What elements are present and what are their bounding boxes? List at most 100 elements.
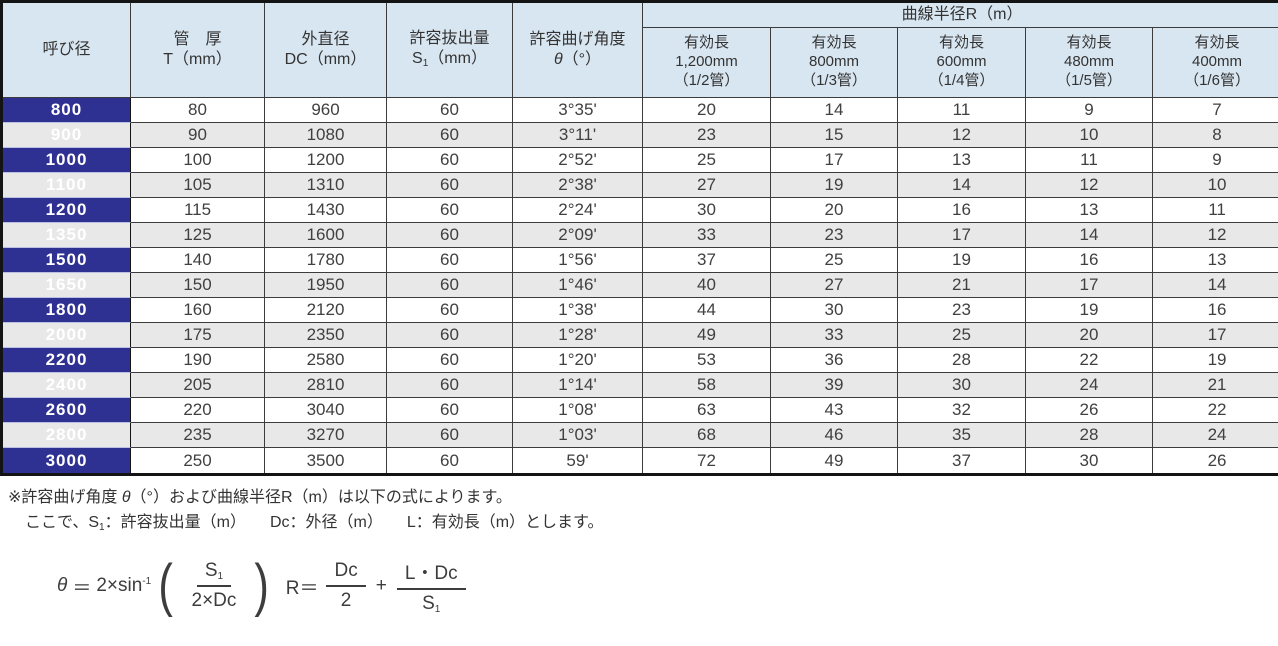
note-symbol-definitions: ここで、S1：許容抜出量（m） Dc：外径（m） L：有効長（m）とします。 — [25, 513, 604, 533]
value-cell: 1°20' — [513, 348, 643, 373]
value-cell: 40 — [643, 273, 771, 298]
table-row: 2000 175 2350 60 1°28' 49 33 25 20 17 — [3, 323, 1278, 348]
nominal-diameter-cell: 1650 — [3, 273, 131, 298]
value-cell: 3040 — [265, 398, 387, 423]
value-cell: 60 — [387, 98, 513, 123]
value-cell: 250 — [131, 448, 265, 473]
value-cell: 60 — [387, 123, 513, 148]
value-cell: 22 — [1153, 398, 1278, 423]
value-cell: 20 — [1026, 323, 1153, 348]
value-cell: 1780 — [265, 248, 387, 273]
value-cell: 190 — [131, 348, 265, 373]
table-header: 呼び径 管 厚 T（mm） 外直径 DC（mm） 許容抜出量 S1（mm） 許容… — [3, 3, 1278, 98]
nominal-diameter-cell: 2800 — [3, 423, 131, 448]
value-cell: 23 — [898, 298, 1026, 323]
value-cell: 60 — [387, 148, 513, 173]
value-cell: 60 — [387, 273, 513, 298]
value-cell: 49 — [643, 323, 771, 348]
nominal-diameter-cell: 2000 — [3, 323, 131, 348]
value-cell: 19 — [771, 173, 898, 198]
value-cell: 160 — [131, 298, 265, 323]
open-paren: ( — [158, 553, 174, 619]
nominal-diameter-cell: 1000 — [3, 148, 131, 173]
value-cell: 37 — [643, 248, 771, 273]
value-cell: 2120 — [265, 298, 387, 323]
value-cell: 2°24' — [513, 198, 643, 223]
table-row: 1800 160 2120 60 1°38' 44 30 23 19 16 — [3, 298, 1278, 323]
value-cell: 15 — [771, 123, 898, 148]
value-cell: 26 — [1153, 448, 1278, 473]
value-cell: 19 — [898, 248, 1026, 273]
value-cell: 3°35' — [513, 98, 643, 123]
table-row: 1500 140 1780 60 1°56' 37 25 19 16 13 — [3, 248, 1278, 273]
value-cell: 17 — [1026, 273, 1153, 298]
value-cell: 44 — [643, 298, 771, 323]
value-cell: 17 — [771, 148, 898, 173]
value-cell: 19 — [1153, 348, 1278, 373]
table-row: 2600 220 3040 60 1°08' 63 43 32 26 22 — [3, 398, 1278, 423]
value-cell: 16 — [898, 198, 1026, 223]
header-curve-radius-group: 曲線半径R（m） — [643, 3, 1278, 28]
value-cell: 60 — [387, 198, 513, 223]
value-cell: 9 — [1026, 98, 1153, 123]
value-cell: 3°11' — [513, 123, 643, 148]
value-cell: 23 — [771, 223, 898, 248]
value-cell: 36 — [771, 348, 898, 373]
value-cell: 43 — [771, 398, 898, 423]
value-cell: 30 — [643, 198, 771, 223]
nominal-diameter-cell: 2600 — [3, 398, 131, 423]
theta-fraction: S1 2×Dc — [191, 560, 237, 612]
value-cell: 7 — [1153, 98, 1278, 123]
value-cell: 1°38' — [513, 298, 643, 323]
value-cell: 1080 — [265, 123, 387, 148]
value-cell: 115 — [131, 198, 265, 223]
value-cell: 37 — [898, 448, 1026, 473]
value-cell: 1°08' — [513, 398, 643, 423]
table-row: 1100 105 1310 60 2°38' 27 19 14 12 10 — [3, 173, 1278, 198]
value-cell: 72 — [643, 448, 771, 473]
value-cell: 1°03' — [513, 423, 643, 448]
value-cell: 220 — [131, 398, 265, 423]
radius-formula: R＝ Dc 2 + L・Dc S1 — [286, 558, 469, 615]
value-cell: 3270 — [265, 423, 387, 448]
value-cell: 60 — [387, 223, 513, 248]
value-cell: 60 — [387, 248, 513, 273]
value-cell: 105 — [131, 173, 265, 198]
value-cell: 1310 — [265, 173, 387, 198]
value-cell: 58 — [643, 373, 771, 398]
value-cell: 13 — [1153, 248, 1278, 273]
nominal-diameter-cell: 3000 — [3, 448, 131, 473]
value-cell: 60 — [387, 373, 513, 398]
value-cell: 59' — [513, 448, 643, 473]
value-cell: 3500 — [265, 448, 387, 473]
value-cell: 60 — [387, 448, 513, 473]
value-cell: 1200 — [265, 148, 387, 173]
value-cell: 17 — [898, 223, 1026, 248]
nominal-diameter-cell: 1500 — [3, 248, 131, 273]
header-effective-length-800: 有効長 800mm （1/3管） — [771, 28, 898, 98]
header-nominal-label: 呼び径 — [42, 41, 91, 58]
value-cell: 46 — [771, 423, 898, 448]
value-cell: 33 — [771, 323, 898, 348]
value-cell: 28 — [1026, 423, 1153, 448]
header-effective-length-400: 有効長 400mm （1/6管） — [1153, 28, 1278, 98]
nominal-diameter-cell: 800 — [3, 98, 131, 123]
value-cell: 60 — [387, 323, 513, 348]
value-cell: 12 — [898, 123, 1026, 148]
value-cell: 11 — [1026, 148, 1153, 173]
value-cell: 14 — [898, 173, 1026, 198]
header-effective-length-480: 有効長 480mm （1/5管） — [1026, 28, 1153, 98]
value-cell: 10 — [1153, 173, 1278, 198]
value-cell: 60 — [387, 398, 513, 423]
value-cell: 28 — [898, 348, 1026, 373]
nominal-diameter-cell: 2400 — [3, 373, 131, 398]
value-cell: 125 — [131, 223, 265, 248]
value-cell: 11 — [1153, 198, 1278, 223]
value-cell: 39 — [771, 373, 898, 398]
value-cell: 30 — [1026, 448, 1153, 473]
value-cell: 2°38' — [513, 173, 643, 198]
value-cell: 23 — [643, 123, 771, 148]
footnotes: ※許容曲げ角度 θ（°）および曲線半径R（m）は以下の式によります。 ここで、S… — [8, 486, 1278, 536]
nominal-diameter-cell: 1100 — [3, 173, 131, 198]
value-cell: 1°14' — [513, 373, 643, 398]
